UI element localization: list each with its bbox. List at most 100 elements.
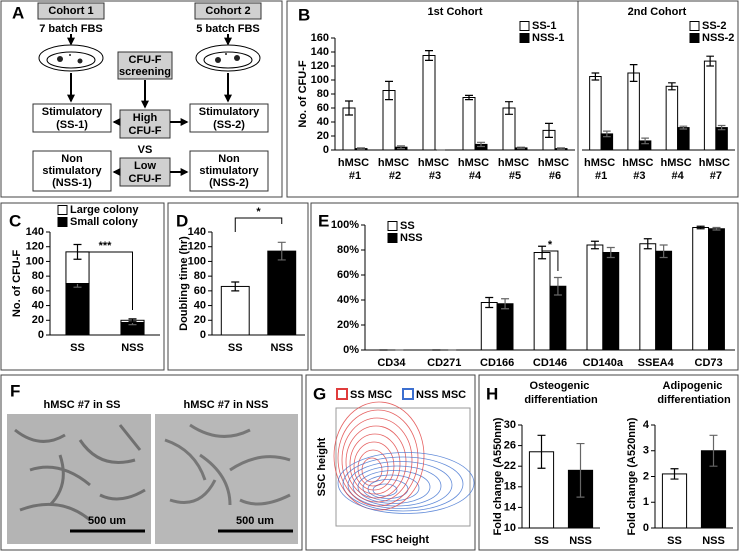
node-text: Cohort 2 [205,5,250,17]
legend-label: SS-1 [532,20,556,32]
panel-label: B [298,5,310,24]
legend-swatch [57,217,68,227]
y-tick-label: 30 [504,419,516,431]
x-tick-label: hMSC #1 [338,157,372,182]
y-tick-label: 140 [311,46,329,58]
y-tick-label: 0 [643,522,649,534]
x-tick-label: hMSC #1 [584,157,618,182]
bar [692,227,710,351]
x-tick-label: CD73 [695,357,723,369]
y-tick-label: 100% [331,219,359,231]
node-text: Cohort 1 [48,5,93,17]
bar [586,244,604,351]
node [117,51,173,80]
panel-label: D [176,211,188,230]
error-bar [557,147,565,150]
y-tick-label: 120 [188,241,206,253]
error-bar [717,124,726,131]
error-bar [357,147,365,150]
legend-swatch [519,21,530,31]
bar [422,55,436,151]
bar [462,97,476,151]
y-tick-label: 0% [343,344,359,356]
error-bar [545,122,553,138]
bar [703,60,717,151]
y-tick-label: 80 [194,270,206,282]
colony [69,54,71,56]
image-caption: hMSC #7 in NSS [184,399,269,411]
panel-frame [286,0,739,198]
scale-label: 500 um [88,515,126,527]
y-tick-label: 100 [26,255,44,267]
x-tick-label: hMSC #3 [622,157,656,182]
bar [589,76,602,151]
x-tick-label: hMSC #5 [498,157,532,182]
y-tick-label: 80% [337,244,359,256]
panel-frame [0,202,165,371]
error-bar [553,276,562,296]
dish [46,51,96,69]
error-bar [659,244,668,259]
x-axis-label: FSC height [371,534,429,546]
y-tick-label: 100 [311,74,329,86]
panel-label: G [313,384,326,403]
bar [480,302,498,351]
error-bar [603,130,611,138]
bar [661,473,688,529]
y-tick-label: 140 [26,226,44,238]
y-axis-label: SSC height [316,437,328,496]
y-tick-label: 22 [504,460,516,472]
x-tick-label: hMSC #6 [538,157,572,182]
dish [195,44,261,72]
x-tick-label: SS [534,535,549,547]
y-tick-label: 0 [38,329,44,341]
node-text: (NSS-2) [209,177,249,189]
node [119,157,171,187]
error-bar [643,238,652,250]
panel-frame [305,374,476,551]
contour [333,401,425,511]
significance-label: * [256,206,261,218]
node-text: High [133,112,158,124]
error-bar [128,318,137,323]
legend-label: NSS MSC [416,389,466,401]
error-bar [591,72,600,81]
x-tick-label: NSS [270,342,293,354]
y-tick-label: 40 [317,116,329,128]
y-tick-label: 10 [504,522,516,534]
error-bar [485,296,494,309]
error-bar [345,100,353,116]
dish [38,44,104,72]
panel-frame [0,0,283,198]
y-tick-label: 18 [504,481,516,493]
error-bar [517,146,525,150]
bar [627,72,640,151]
x-tick-label: NSS [702,535,725,547]
y-axis-label: Fold change (A520nm) [626,417,638,535]
panel-frame [167,202,309,371]
colony [225,53,227,55]
error-bar [576,442,585,498]
error-bar [231,281,240,292]
contour [342,456,464,512]
bar [267,250,297,336]
node [194,2,262,20]
y-tick-label: 20 [32,314,44,326]
x-tick-label: SS [228,342,243,354]
micrographs: F hMSC #7 in SS hMSC #7 in NSS 500 um 50… [7,381,298,544]
error-bar [706,55,714,67]
legend-label: SS MSC [350,389,392,401]
error-bar [641,137,649,145]
significance-label: * [548,239,553,251]
y-tick-label: 0 [200,329,206,341]
node-text: (NSS-1) [52,177,92,189]
dish [203,51,253,69]
y-tick-label: 60 [194,285,206,297]
node [37,2,105,20]
error-bar [629,63,638,82]
node [189,150,269,192]
error-bar [590,240,599,250]
flow-plot: G SS MSC NSS MSC SSC height FSC height [313,384,475,546]
colony [57,56,63,62]
